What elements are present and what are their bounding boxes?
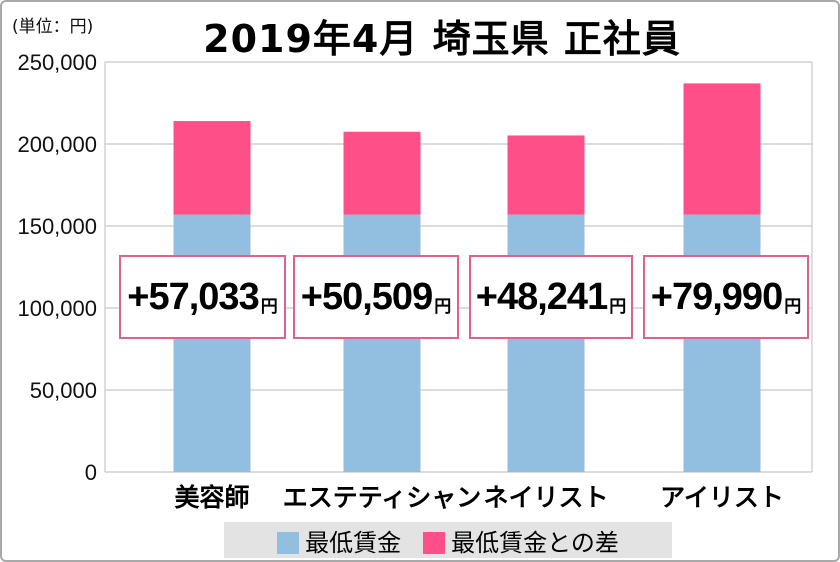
- bar-diff: [507, 135, 585, 215]
- legend-swatch: [423, 531, 446, 554]
- category-label: エステティシャン: [283, 483, 482, 512]
- bar-min-wage: [343, 214, 421, 472]
- data-label-box: +79,990 円: [643, 255, 809, 339]
- category-label: ネイリスト: [483, 483, 608, 512]
- bar-min-wage: [507, 214, 585, 472]
- y-tick-label: 150,000: [17, 214, 97, 239]
- data-label-value: +50,509: [300, 275, 433, 318]
- bar-diff: [683, 83, 761, 215]
- data-label-value: +48,241: [475, 275, 608, 318]
- y-tick-label: 0: [85, 460, 97, 485]
- bar-diff: [173, 121, 251, 215]
- data-label-unit: 円: [784, 296, 802, 317]
- legend-item-diff: 最低賃金との差: [423, 523, 619, 558]
- data-label-unit: 円: [609, 296, 627, 317]
- chart-title: 2019年4月 埼玉県 正社員: [203, 17, 681, 61]
- data-label-box: +48,241 円: [469, 255, 633, 339]
- unit-label: (単位：円): [12, 17, 94, 37]
- y-tick-label: 50,000: [30, 378, 97, 403]
- data-label-value: +79,990: [650, 275, 783, 318]
- data-label-box: +57,033 円: [119, 255, 286, 339]
- y-tick-label: 200,000: [17, 132, 97, 157]
- bar-min-wage: [683, 214, 761, 472]
- y-tick-label: 100,000: [17, 296, 97, 321]
- category-label: アイリスト: [660, 483, 784, 512]
- legend-item-min-wage: 最低賃金: [277, 523, 401, 558]
- legend-swatch: [277, 531, 300, 554]
- legend-label: 最低賃金との差: [451, 528, 619, 557]
- y-tick-label: 250,000: [17, 50, 97, 75]
- data-label-unit: 円: [434, 296, 452, 317]
- data-label-value: +57,033: [127, 275, 259, 318]
- legend-label: 最低賃金: [305, 528, 402, 557]
- category-label: 美容師: [174, 483, 249, 512]
- bar-diff: [343, 131, 421, 215]
- bar-min-wage: [173, 214, 251, 472]
- data-label-box: +50,509 円: [293, 255, 459, 339]
- legend: 最低賃金 最低賃金との差: [224, 522, 672, 558]
- data-label-unit: 円: [260, 296, 278, 317]
